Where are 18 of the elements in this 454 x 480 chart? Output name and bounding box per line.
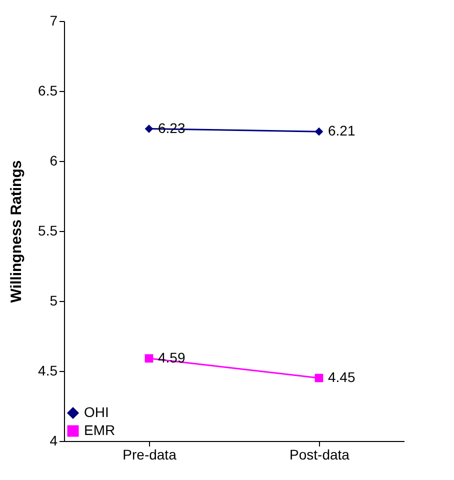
y-tick-label: 4 (50, 432, 58, 448)
point (314, 374, 324, 382)
y-tick-label: 6.5 (38, 82, 58, 98)
y-tick-label: 5 (50, 292, 58, 308)
x-tick-label: Pre-data (122, 446, 177, 462)
data-label: 6.21 (328, 122, 356, 139)
y-axis-title: Willingness Ratings (8, 160, 26, 303)
point (144, 124, 154, 133)
point (314, 127, 324, 136)
legend-label: OHI (84, 404, 109, 420)
legend-label: EMR (84, 422, 116, 438)
data-label: 4.45 (328, 369, 356, 385)
y-tick-label: 7 (50, 12, 58, 28)
y-tick-label: 4.5 (38, 362, 58, 378)
x-tick-label: Post-data (290, 446, 350, 462)
y-tick-label: 6 (50, 152, 58, 168)
y-tick-label: 5.5 (38, 222, 58, 238)
point (144, 354, 154, 363)
